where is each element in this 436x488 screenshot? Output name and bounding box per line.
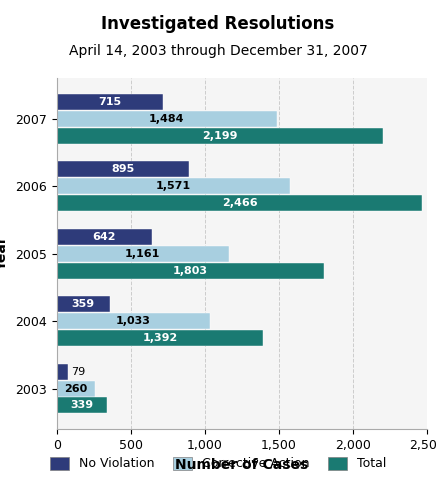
Text: 895: 895 xyxy=(111,164,135,175)
Bar xyxy=(57,296,110,312)
Bar xyxy=(57,162,189,178)
Legend: No Violation, Corrective Action, Total: No Violation, Corrective Action, Total xyxy=(45,452,391,475)
Bar xyxy=(57,397,107,413)
Text: 79: 79 xyxy=(72,367,85,377)
Text: 1,392: 1,392 xyxy=(142,333,177,343)
Text: 1,033: 1,033 xyxy=(116,316,151,326)
Y-axis label: Year: Year xyxy=(0,236,10,271)
Bar xyxy=(57,94,163,110)
X-axis label: Number of Cases: Number of Cases xyxy=(175,458,309,472)
Text: 260: 260 xyxy=(65,384,88,394)
Text: 1,161: 1,161 xyxy=(125,249,160,259)
Text: 2,466: 2,466 xyxy=(221,198,257,208)
Bar xyxy=(57,263,324,279)
Text: 359: 359 xyxy=(72,299,95,309)
Bar xyxy=(57,178,290,194)
Text: 1,571: 1,571 xyxy=(156,182,191,191)
Bar xyxy=(57,330,263,346)
Bar xyxy=(57,313,210,329)
Bar xyxy=(57,195,422,211)
Text: 1,803: 1,803 xyxy=(173,265,208,276)
Bar xyxy=(57,381,95,397)
Text: April 14, 2003 through December 31, 2007: April 14, 2003 through December 31, 2007 xyxy=(68,44,368,58)
Text: 339: 339 xyxy=(70,401,93,410)
Bar xyxy=(57,111,277,127)
Text: 715: 715 xyxy=(98,97,121,107)
Text: Investigated Resolutions: Investigated Resolutions xyxy=(102,15,334,33)
Bar xyxy=(57,229,152,245)
Bar xyxy=(57,128,383,144)
Text: 642: 642 xyxy=(92,232,116,242)
Bar xyxy=(57,246,229,262)
Bar xyxy=(57,364,68,380)
Text: 1,484: 1,484 xyxy=(149,114,184,124)
Text: 2,199: 2,199 xyxy=(202,131,238,141)
